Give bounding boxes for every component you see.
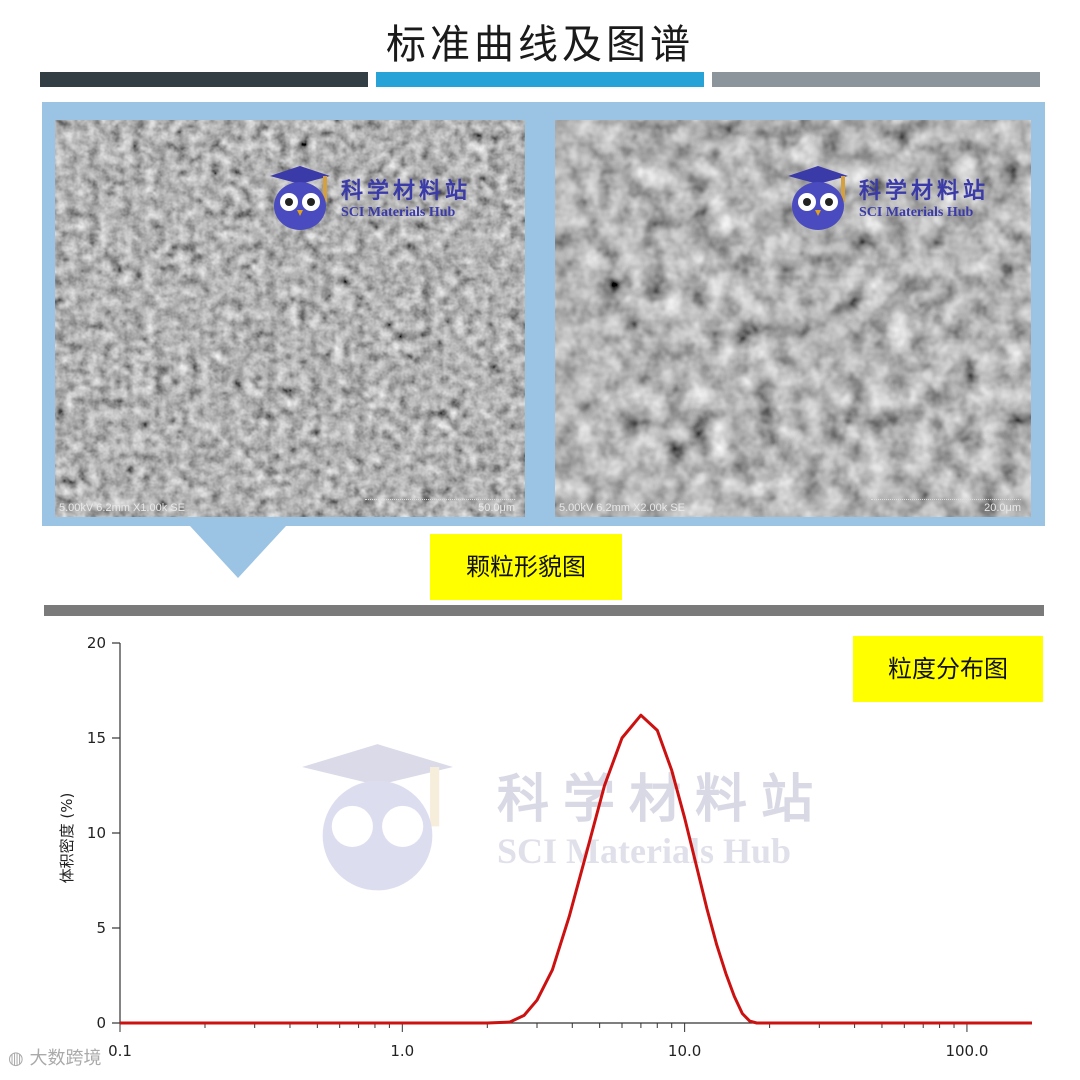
owl-logo-icon bbox=[788, 166, 848, 230]
sem-watermark-1: 科学材料站 SCI Materials Hub bbox=[265, 162, 471, 232]
sem-texture-2 bbox=[555, 120, 1031, 517]
sem-scale-label: 20.0μm bbox=[984, 502, 1021, 514]
y-tick-label: 0 bbox=[96, 1014, 106, 1032]
sem-image-2x: 科学材料站 SCI Materials Hub 5.00kV 6.2mm X2.… bbox=[555, 120, 1031, 517]
sem-caption: 5.00kV 6.2mm X1.00k SE bbox=[59, 502, 185, 514]
footer-logo-icon: ◍ bbox=[8, 1048, 24, 1069]
page-title: 标准曲线及图谱 bbox=[386, 22, 694, 68]
distribution-label: 粒度分布图 bbox=[853, 636, 1043, 702]
x-tick-label: 100.0 bbox=[945, 1042, 988, 1060]
chart-plot bbox=[120, 713, 1032, 1025]
chart-watermark-cn: 科学材料站 bbox=[497, 769, 828, 830]
header-bar-dark bbox=[40, 72, 368, 87]
chart-axes: 0 5 10 15 20 0.1 1.0 10.0 100.0 bbox=[87, 634, 1032, 1060]
chart-watermark-en: SCI Materials Hub bbox=[497, 831, 792, 871]
frame-pointer bbox=[190, 526, 286, 578]
x-tick-label: 0.1 bbox=[108, 1042, 132, 1060]
footer-brand-text: 大数跨境 bbox=[29, 1048, 102, 1069]
scale-bar bbox=[871, 494, 1021, 500]
scale-bar bbox=[365, 494, 515, 500]
sem-image-1x: 科学材料站 SCI Materials Hub 5.00kV 6.2mm X1.… bbox=[55, 120, 525, 517]
watermark-en: SCI Materials Hub bbox=[341, 205, 456, 220]
series-line-0 bbox=[120, 713, 1032, 1025]
x-tick-label: 10.0 bbox=[668, 1042, 701, 1060]
sem-caption: 5.00kV 6.2mm X2.00k SE bbox=[559, 502, 685, 514]
header-bar-blue bbox=[376, 72, 704, 87]
watermark-cn: 科学材料站 bbox=[859, 178, 990, 204]
header-bar-gray bbox=[712, 72, 1040, 87]
y-tick-label: 5 bbox=[96, 919, 106, 937]
y-axis-label: 体积密度 (%) bbox=[58, 793, 76, 884]
watermark-cn: 科学材料站 bbox=[341, 178, 472, 204]
y-tick-label: 10 bbox=[87, 824, 106, 842]
watermark-en: SCI Materials Hub bbox=[859, 205, 974, 220]
owl-watermark-icon bbox=[302, 744, 453, 891]
owl-logo-icon bbox=[270, 166, 330, 230]
section-divider bbox=[44, 605, 1044, 616]
x-tick-label: 1.0 bbox=[390, 1042, 414, 1060]
y-tick-label: 15 bbox=[87, 729, 106, 747]
psd-chart: 0 5 10 15 20 0.1 1.0 10.0 100.0 体积密度 (%) bbox=[58, 634, 1032, 1060]
y-tick-label: 20 bbox=[87, 634, 106, 652]
morphology-label: 颗粒形貌图 bbox=[430, 534, 622, 600]
footer-brand: ◍ 大数跨境 bbox=[8, 1044, 101, 1070]
sem-watermark-2: 科学材料站 SCI Materials Hub bbox=[783, 162, 989, 232]
sem-scale-label: 50.0μm bbox=[478, 502, 515, 514]
